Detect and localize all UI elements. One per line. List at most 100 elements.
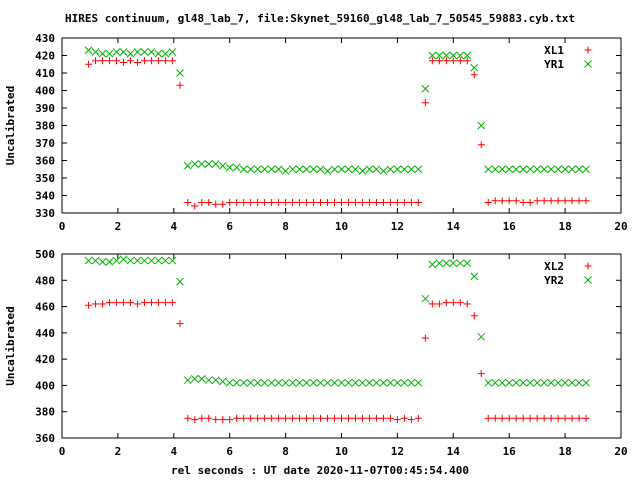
data-point [547, 378, 555, 387]
data-point [463, 57, 471, 65]
data-point [456, 259, 465, 268]
data-point [365, 414, 373, 422]
data-point [176, 277, 184, 286]
data-point [435, 259, 444, 268]
data-point [226, 416, 234, 424]
data-point [92, 57, 100, 65]
data-point [393, 165, 402, 174]
data-point [456, 57, 464, 65]
legend-label: YR1 [544, 58, 564, 71]
data-point [365, 199, 373, 206]
data-point [442, 299, 450, 307]
data-point [351, 165, 360, 174]
y-tick-label: 360 [35, 432, 55, 445]
data-point [526, 414, 534, 422]
data-point [133, 59, 141, 66]
legend-marker [584, 60, 592, 68]
data-point [219, 200, 227, 208]
data-point [253, 378, 262, 387]
data-point [498, 378, 507, 387]
data-point [337, 165, 346, 174]
data-point [254, 199, 262, 206]
data-point [316, 378, 325, 387]
data-point [519, 414, 527, 422]
data-point [407, 165, 416, 174]
data-point [161, 57, 169, 65]
y-tick-label: 480 [35, 274, 55, 287]
data-point [105, 258, 114, 266]
data-point [463, 259, 472, 268]
data-point [505, 197, 513, 205]
data-point [554, 197, 562, 205]
data-point [526, 165, 535, 174]
x-tick-label: 6 [226, 445, 233, 458]
data-point [498, 165, 507, 174]
data-point [540, 378, 548, 387]
data-point [289, 199, 297, 206]
series-xl1 [85, 57, 590, 210]
chart-panel-2: 360 380 400 420 440 460 480 500 0 2 4 6 8 10 12 14 16 18 2… [4, 248, 628, 458]
data-point [428, 260, 437, 269]
data-point [575, 414, 583, 422]
data-point [247, 414, 255, 422]
data-point [212, 200, 220, 208]
x-tick-label: 12 [391, 220, 404, 233]
data-point [161, 256, 170, 265]
data-point [168, 299, 176, 307]
data-point [435, 300, 443, 308]
data-point [400, 165, 409, 174]
data-point [372, 414, 380, 422]
data-point [296, 199, 304, 206]
data-point [198, 414, 206, 422]
data-point [344, 165, 353, 174]
data-point [310, 199, 318, 206]
x-tick-label: 8 [282, 220, 289, 233]
data-point [84, 256, 93, 265]
data-point [197, 160, 206, 168]
x-tick-label: 0 [59, 445, 66, 458]
data-point [309, 165, 318, 174]
x-tick-label: 18 [558, 220, 571, 233]
data-point [407, 378, 416, 387]
data-point [540, 197, 548, 205]
data-point [240, 414, 248, 422]
y-tick-label: 460 [35, 301, 55, 314]
data-point [176, 69, 184, 77]
data-point [91, 256, 100, 265]
legend-marker [584, 46, 592, 54]
data-point [113, 299, 121, 307]
data-point [168, 48, 177, 56]
data-point [154, 299, 162, 307]
data-point [414, 414, 422, 422]
data-point [324, 414, 332, 422]
data-point [260, 165, 269, 174]
data-point [267, 378, 276, 387]
y-tick-label: 420 [35, 353, 55, 366]
data-point [310, 414, 318, 422]
data-point [540, 414, 548, 422]
x-tick-label: 12 [391, 445, 404, 458]
data-point [274, 165, 283, 174]
data-point [407, 199, 415, 206]
data-point [85, 60, 93, 68]
data-point [351, 378, 360, 387]
data-point [147, 256, 156, 265]
data-point [491, 197, 499, 205]
chart-title: HIRES continuum, gl48_lab_7, file:Skynet… [65, 12, 575, 25]
data-point [184, 414, 192, 422]
data-point [119, 299, 127, 307]
data-point [198, 199, 206, 206]
data-point [358, 414, 366, 422]
y-tick-label: 430 [35, 32, 55, 45]
data-point [99, 300, 107, 308]
data-point [147, 57, 155, 65]
data-point [484, 199, 492, 206]
data-point [575, 165, 583, 174]
y-tick-label: 350 [35, 172, 55, 185]
data-point [477, 370, 485, 378]
data-point [119, 48, 128, 56]
data-point [282, 414, 290, 422]
data-point [126, 299, 134, 307]
data-point [317, 199, 325, 206]
data-point [253, 165, 262, 174]
